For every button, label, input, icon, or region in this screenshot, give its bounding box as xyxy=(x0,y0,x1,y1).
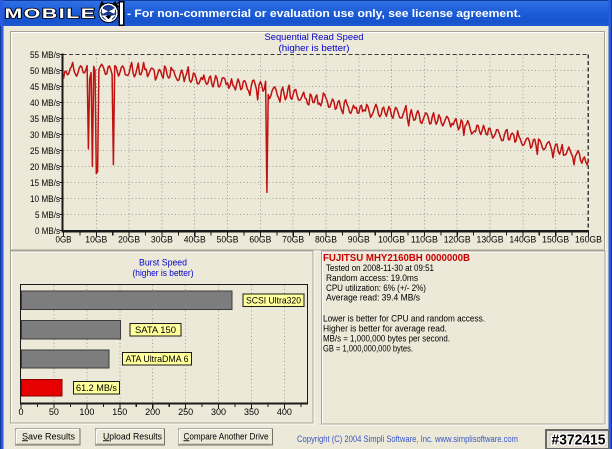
svg-text:61.2 MB/s: 61.2 MB/s xyxy=(76,383,117,393)
svg-text:MOBILE: MOBILE xyxy=(5,6,97,21)
svg-text:120GB: 120GB xyxy=(444,235,471,245)
svg-text:Copyright (C) 2004 Simpli Soft: Copyright (C) 2004 Simpli Software, Inc.… xyxy=(297,434,518,444)
svg-text:Average read: 39.4 MB/s: Average read: 39.4 MB/s xyxy=(326,293,420,303)
svg-text:100: 100 xyxy=(79,407,94,417)
svg-text:Save Results: Save Results xyxy=(22,431,75,441)
svg-text:(higher is better): (higher is better) xyxy=(133,268,194,279)
svg-text:150: 150 xyxy=(112,407,127,417)
svg-text:40GB: 40GB xyxy=(184,235,206,245)
svg-text:5 MB/s: 5 MB/s xyxy=(35,210,61,220)
svg-text:90GB: 90GB xyxy=(348,235,370,245)
svg-text:15 MB/s: 15 MB/s xyxy=(30,178,61,188)
svg-text:40 MB/s: 40 MB/s xyxy=(30,98,61,108)
svg-text:60GB: 60GB xyxy=(249,235,271,245)
svg-text:Random access: 19.0ms: Random access: 19.0ms xyxy=(326,273,418,283)
svg-text:80GB: 80GB xyxy=(315,235,337,245)
svg-text:Compare Another Drive: Compare Another Drive xyxy=(184,431,269,441)
svg-text:160GB: 160GB xyxy=(575,235,602,245)
svg-text:130GB: 130GB xyxy=(477,235,504,245)
svg-text:25 MB/s: 25 MB/s xyxy=(30,146,61,156)
svg-text:140GB: 140GB xyxy=(509,235,536,245)
svg-text:55 MB/s: 55 MB/s xyxy=(30,50,61,60)
svg-text:20 MB/s: 20 MB/s xyxy=(30,162,61,172)
svg-text:45 MB/s: 45 MB/s xyxy=(30,82,61,92)
svg-text:CPU utilization: 6% (+/- 2%): CPU utilization: 6% (+/- 2%) xyxy=(326,283,426,293)
svg-text:70GB: 70GB xyxy=(282,235,304,245)
svg-text:50 MB/s: 50 MB/s xyxy=(30,66,61,76)
svg-text:200: 200 xyxy=(145,407,160,417)
svg-text:250: 250 xyxy=(178,407,193,417)
svg-text:110GB: 110GB xyxy=(411,235,438,245)
svg-text:FUJITSU MHY2160BH 0000000B: FUJITSU MHY2160BH 0000000B xyxy=(323,253,470,264)
svg-text:300: 300 xyxy=(211,407,226,417)
svg-text:SATA 150: SATA 150 xyxy=(135,325,176,335)
svg-text:0: 0 xyxy=(18,407,23,417)
svg-text:- For non-commercial or evalua: - For non-commercial or evaluation use o… xyxy=(127,8,521,20)
svg-text:150GB: 150GB xyxy=(542,235,569,245)
svg-text:Upload Results: Upload Results xyxy=(103,431,162,441)
svg-text:MB/s = 1,000,000 bytes per sec: MB/s = 1,000,000 bytes per second. xyxy=(323,333,450,343)
svg-text:10 MB/s: 10 MB/s xyxy=(30,194,61,204)
svg-text:Lower is better for CPU and ra: Lower is better for CPU and random acces… xyxy=(323,313,485,323)
svg-text:0GB: 0GB xyxy=(56,235,72,245)
svg-text:30GB: 30GB xyxy=(151,235,173,245)
svg-text:Burst Speed: Burst Speed xyxy=(139,258,187,269)
svg-text:#372415: #372415 xyxy=(552,432,606,449)
svg-text:(higher is better): (higher is better) xyxy=(279,43,350,54)
svg-text:350: 350 xyxy=(244,407,259,417)
svg-text:35 MB/s: 35 MB/s xyxy=(30,114,61,124)
svg-text:30 MB/s: 30 MB/s xyxy=(30,130,61,140)
svg-text:400: 400 xyxy=(277,407,292,417)
svg-text:Tested on 2008-11-30 at 09:51: Tested on 2008-11-30 at 09:51 xyxy=(326,263,434,273)
svg-text:Sequential Read Speed: Sequential Read Speed xyxy=(265,32,364,43)
svg-text:100GB: 100GB xyxy=(378,235,405,245)
svg-text:50GB: 50GB xyxy=(217,235,239,245)
svg-text:GB = 1,000,000,000 bytes.: GB = 1,000,000,000 bytes. xyxy=(323,343,413,353)
svg-text:10GB: 10GB xyxy=(85,235,107,245)
svg-text:20GB: 20GB xyxy=(118,235,140,245)
svg-text:SCSI Ultra320: SCSI Ultra320 xyxy=(246,296,301,306)
svg-text:0 MB/s: 0 MB/s xyxy=(35,226,61,236)
svg-text:Higher is better for average r: Higher is better for average read. xyxy=(323,323,447,333)
svg-text:ATA UltraDMA 6: ATA UltraDMA 6 xyxy=(126,354,189,364)
svg-text:50: 50 xyxy=(49,407,59,417)
